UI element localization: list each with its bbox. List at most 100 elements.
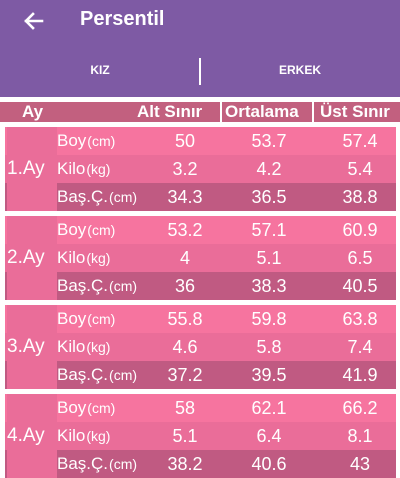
measure-name: Kilo (57, 159, 86, 178)
measure-unit: (cm) (109, 367, 138, 383)
table-row: Boy (cm) 53.2 57.1 60.9 (5, 216, 396, 244)
app-bar: Persentil (0, 0, 400, 42)
ortalama-value: 57.1 (251, 219, 287, 240)
measure-name: Boy (57, 309, 87, 328)
ust-sinir-value: 8.1 (347, 425, 373, 446)
ust-sinir-value: 5.4 (347, 158, 373, 179)
measure-label: Boy (cm) (57, 305, 115, 333)
month-group: Boy (cm) 53.2 57.1 60.9 Kilo (kg) 4 5.1 6.5 Baş.Ç.… (5, 216, 396, 300)
measure-label: Boy (cm) (57, 127, 115, 155)
measure-name: Boy (57, 131, 87, 150)
measure-label: Baş.Ç. (cm) (57, 183, 137, 211)
measure-unit: (cm) (87, 133, 116, 149)
measure-unit: (cm) (87, 222, 116, 238)
page-title: Persentil (80, 8, 165, 30)
measure-label: Kilo (kg) (57, 422, 110, 450)
measure-unit: (cm) (109, 189, 138, 205)
measure-label: Baş.Ç. (cm) (57, 450, 137, 478)
ust-sinir-value: 38.8 (342, 186, 378, 207)
measure-name: Baş.Ç. (57, 454, 109, 473)
ust-sinir-value: 60.9 (342, 219, 378, 240)
back-arrow-icon[interactable] (18, 6, 48, 36)
header-separator (220, 102, 222, 122)
alt-sinir-value: 4 (179, 247, 190, 268)
table-row: Kilo (kg) 5.1 6.4 8.1 (5, 422, 396, 450)
ortalama-value: 39.5 (251, 364, 287, 385)
ust-sinir-value: 63.8 (342, 308, 378, 329)
measure-label: Baş.Ç. (cm) (57, 272, 137, 300)
ortalama-value: 53.7 (251, 130, 287, 151)
ortalama-value: 62.1 (251, 397, 287, 418)
table-row: Baş.Ç. (cm) 34.3 36.5 38.8 (5, 183, 396, 211)
table-row: Kilo (kg) 3.2 4.2 5.4 (5, 155, 396, 183)
alt-sinir-value: 58 (174, 397, 196, 418)
measure-name: Kilo (57, 248, 86, 267)
month-label: 1.Ay (7, 127, 57, 211)
table-header: Ay Alt Sınır Ortalama Üst Sınır (0, 100, 400, 124)
alt-sinir-value: 53.2 (167, 219, 203, 240)
alt-sinir-value: 37.2 (167, 364, 203, 385)
month-group: Boy (cm) 50 53.7 57.4 Kilo (kg) 3.2 4.2 5.4 Baş.Ç.… (5, 127, 396, 211)
measure-unit: (kg) (86, 428, 111, 444)
measure-name: Kilo (57, 337, 86, 356)
ortalama-value: 6.4 (256, 425, 282, 446)
header-ust-sinir: Üst Sınır (320, 102, 390, 121)
table-row: Baş.Ç. (cm) 38.2 40.6 43 (5, 450, 396, 478)
measure-label: Boy (cm) (57, 394, 115, 422)
table-row: Kilo (kg) 4.6 5.8 7.4 (5, 333, 396, 361)
measure-unit: (cm) (109, 456, 138, 472)
tab-kiz[interactable]: KIZ (90, 62, 110, 77)
measure-unit: (kg) (86, 250, 111, 266)
header-ortalama: Ortalama (225, 102, 299, 121)
alt-sinir-value: 55.8 (167, 308, 203, 329)
measure-name: Kilo (57, 426, 86, 445)
table-row: Boy (cm) 55.8 59.8 63.8 (5, 305, 396, 333)
ust-sinir-value: 41.9 (342, 364, 378, 385)
table-row: Boy (cm) 50 53.7 57.4 (5, 127, 396, 155)
tab-erkek[interactable]: ERKEK (278, 62, 321, 77)
month-group: Boy (cm) 58 62.1 66.2 Kilo (kg) 5.1 6.4 8.1 Baş.Ç.… (5, 394, 396, 478)
ust-sinir-value: 40.5 (342, 275, 378, 296)
ust-sinir-value: 7.4 (347, 336, 373, 357)
measure-name: Boy (57, 398, 87, 417)
measure-unit: (kg) (86, 339, 111, 355)
alt-sinir-value: 50 (174, 130, 196, 151)
month-label: 4.Ay (7, 394, 57, 478)
ust-sinir-value: 43 (349, 453, 371, 474)
measure-label: Boy (cm) (57, 216, 115, 244)
measure-name: Baş.Ç. (57, 365, 109, 384)
measure-unit: (cm) (109, 278, 138, 294)
table-row: Baş.Ç. (cm) 36 38.3 40.5 (5, 272, 396, 300)
ortalama-value: 40.6 (251, 453, 287, 474)
measure-name: Baş.Ç. (57, 187, 109, 206)
table-row: Kilo (kg) 4 5.1 6.5 (5, 244, 396, 272)
measure-label: Kilo (kg) (57, 244, 110, 272)
header-ay: Ay (22, 102, 44, 121)
ust-sinir-value: 57.4 (342, 130, 378, 151)
alt-sinir-value: 4.6 (172, 336, 198, 357)
alt-sinir-value: 34.3 (167, 186, 203, 207)
measure-unit: (kg) (86, 161, 111, 177)
month-group: Boy (cm) 55.8 59.8 63.8 Kilo (kg) 4.6 5.8 7.4 Baş.… (5, 305, 396, 389)
alt-sinir-value: 36 (174, 275, 196, 296)
header-separator (312, 102, 314, 122)
ortalama-value: 38.3 (251, 275, 287, 296)
alt-sinir-value: 38.2 (167, 453, 203, 474)
alt-sinir-value: 5.1 (172, 425, 198, 446)
month-label: 3.Ay (7, 305, 57, 389)
ust-sinir-value: 6.5 (347, 247, 373, 268)
ust-sinir-value: 66.2 (342, 397, 378, 418)
measure-label: Kilo (kg) (57, 155, 110, 183)
measure-unit: (cm) (87, 400, 116, 416)
measure-name: Baş.Ç. (57, 276, 109, 295)
measure-unit: (cm) (87, 311, 116, 327)
measure-label: Kilo (kg) (57, 333, 110, 361)
alt-sinir-value: 3.2 (172, 158, 198, 179)
table-row: Boy (cm) 58 62.1 66.2 (5, 394, 396, 422)
ortalama-value: 5.8 (256, 336, 282, 357)
ortalama-value: 36.5 (251, 186, 287, 207)
measure-name: Boy (57, 220, 87, 239)
ortalama-value: 4.2 (256, 158, 282, 179)
ortalama-value: 59.8 (251, 308, 287, 329)
tab-bar: KIZ ERKEK (0, 42, 400, 139)
